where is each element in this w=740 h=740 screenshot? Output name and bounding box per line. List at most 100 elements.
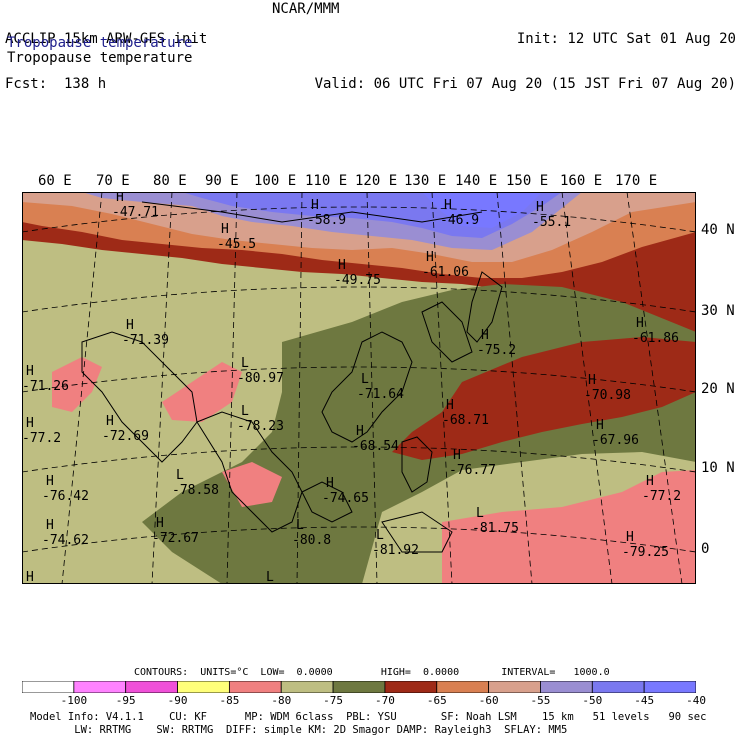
extremum-value: -47.71 bbox=[112, 205, 159, 220]
extremum-value: -67.96 bbox=[592, 433, 639, 448]
color-scale-label: -90 bbox=[167, 694, 188, 707]
longitude-label: 140 E bbox=[455, 173, 498, 189]
extremum-value: -80.97 bbox=[237, 371, 284, 386]
extremum-marker: H bbox=[106, 414, 114, 429]
graticule bbox=[22, 192, 696, 584]
longitude-label: 170 E bbox=[615, 173, 658, 189]
color-scale-swatch bbox=[125, 681, 178, 693]
extremum-marker: L bbox=[176, 468, 184, 483]
extremum-value: -78.23 bbox=[237, 419, 284, 434]
extremum-value: -68.71 bbox=[442, 413, 489, 428]
color-scale-swatch bbox=[591, 681, 645, 693]
longitude-label: 60 E bbox=[38, 173, 72, 189]
longitude-label: 100 E bbox=[254, 173, 297, 189]
extremum-value: -71.26 bbox=[22, 379, 69, 394]
extremum-value: -74.65 bbox=[322, 491, 369, 506]
extremum-marker: H bbox=[311, 198, 319, 213]
extremum-value: -78.58 bbox=[172, 483, 219, 498]
extremum-marker: H bbox=[26, 416, 34, 431]
extremum-marker: H bbox=[636, 316, 644, 331]
band-pink-equatorial bbox=[442, 470, 696, 584]
longitude-label: 160 E bbox=[560, 173, 603, 189]
color-scale-label: -50 bbox=[582, 694, 603, 707]
extremum-marker: L bbox=[361, 372, 369, 387]
extremum-value: -58.9 bbox=[307, 213, 346, 228]
extremum-marker: H bbox=[446, 398, 454, 413]
extremum-value: -80.8 bbox=[292, 533, 331, 548]
longitude-label: 70 E bbox=[96, 173, 130, 189]
model-line: ACCLIP 15km ARW-GFS init bbox=[5, 31, 208, 47]
model-info-line1: Model Info: V4.1.1 CU: KF MP: WDM 6class… bbox=[30, 711, 707, 723]
extremum-value: -75.2 bbox=[477, 343, 516, 358]
extremum-value: -61.06 bbox=[422, 265, 469, 280]
init-time: Init: 12 UTC Sat 01 Aug 20 bbox=[516, 31, 736, 47]
band-pink-seasia bbox=[222, 462, 282, 507]
extremum-value: -71.64 bbox=[357, 387, 404, 402]
color-scale-label: -75 bbox=[323, 694, 344, 707]
color-scale-swatch bbox=[332, 681, 386, 693]
color-scale-swatch bbox=[436, 681, 490, 693]
color-scale-bar bbox=[22, 681, 696, 693]
color-scale-swatch bbox=[228, 681, 282, 693]
extremum-value: -49.75 bbox=[334, 273, 381, 288]
longitude-label: 80 E bbox=[153, 173, 187, 189]
extremum-marker: H bbox=[356, 424, 364, 439]
extremum-value: -72.69 bbox=[102, 429, 149, 444]
extremum-marker: L bbox=[296, 518, 304, 533]
latitude-label: 20 N bbox=[701, 381, 735, 397]
extremum-value: -77.2 bbox=[642, 489, 681, 504]
model-info-line2: LW: RRTMG SW: RRTMG DIFF: simple KM: 2D … bbox=[30, 724, 568, 736]
field-title-colored: Tropopause temperature bbox=[7, 35, 193, 51]
color-scale-swatch bbox=[540, 681, 593, 693]
color-scale-label: -100 bbox=[60, 694, 88, 707]
extremum-value: -81.92 bbox=[372, 543, 419, 558]
field-title-contour: Tropopause temperature bbox=[7, 50, 193, 66]
extremum-marker: H bbox=[338, 258, 346, 273]
band-dark-red-pacific bbox=[392, 337, 696, 460]
valid-time: Valid: 06 UTC Fri 07 Aug 20 (15 JST Fri … bbox=[314, 76, 736, 92]
extremum-value: -71.39 bbox=[122, 333, 169, 348]
model-title: ACCLIP 15km ARW-GFS init Fcst: 138 h bbox=[5, 2, 207, 107]
tropopause-temperature-map: H-47.71 H-58.9H-46.9H-55.1H-45.5H-49.75H-… bbox=[22, 192, 696, 584]
extremum-marker: H bbox=[453, 448, 461, 463]
extremum-marker: H bbox=[26, 570, 34, 584]
color-scale-label: -70 bbox=[375, 694, 395, 707]
extremum-value: -72.67 bbox=[152, 531, 199, 546]
extremum-marker: L bbox=[266, 570, 274, 584]
color-scale-swatch bbox=[177, 681, 230, 693]
color-scale-label: -55 bbox=[530, 694, 551, 707]
extremum-value: -76.42 bbox=[42, 489, 89, 504]
extremum-value: -68.54 bbox=[352, 439, 399, 454]
extremum-marker: L bbox=[476, 506, 484, 521]
longitude-label: 110 E bbox=[305, 173, 348, 189]
organization: NCAR/MMM bbox=[272, 1, 340, 17]
extrema-labels: H-47.71 H-58.9H-46.9H-55.1H-45.5H-49.75H-… bbox=[22, 192, 681, 584]
color-scale-swatch bbox=[73, 681, 127, 693]
map-frame bbox=[22, 192, 696, 584]
latitude-label: 10 N bbox=[701, 460, 735, 476]
color-scale-label: -60 bbox=[478, 694, 499, 707]
extremum-value: -74.62 bbox=[42, 533, 89, 548]
extremum-value: -55.1 bbox=[532, 215, 571, 230]
forecast-hour: Fcst: 138 h bbox=[5, 76, 107, 92]
extremum-value: -79.25 bbox=[622, 545, 669, 560]
contours-info: CONTOURS: UNITS=°C LOW= 0.0000 HIGH= 0.0… bbox=[134, 667, 610, 678]
extremum-value: -81.75 bbox=[472, 521, 519, 536]
latitude-label: 0 bbox=[701, 541, 710, 557]
extremum-marker: H bbox=[588, 373, 596, 388]
extremum-marker: H bbox=[156, 516, 164, 531]
latitude-label: 30 N bbox=[701, 303, 735, 319]
extremum-marker: H bbox=[126, 318, 134, 333]
extremum-marker: H bbox=[116, 192, 124, 205]
coastlines bbox=[81, 201, 503, 553]
extremum-marker: H bbox=[596, 418, 604, 433]
extremum-value: -77.2 bbox=[22, 431, 61, 446]
extremum-marker: H bbox=[46, 518, 54, 533]
extremum-marker: H bbox=[444, 198, 452, 213]
extremum-marker: H bbox=[326, 476, 334, 491]
color-scale-label: -95 bbox=[115, 694, 136, 707]
extremum-marker: H bbox=[481, 328, 489, 343]
color-scale-label: -85 bbox=[219, 694, 240, 707]
extremum-marker: L bbox=[241, 404, 249, 419]
extremum-value: -46.9 bbox=[440, 213, 479, 228]
